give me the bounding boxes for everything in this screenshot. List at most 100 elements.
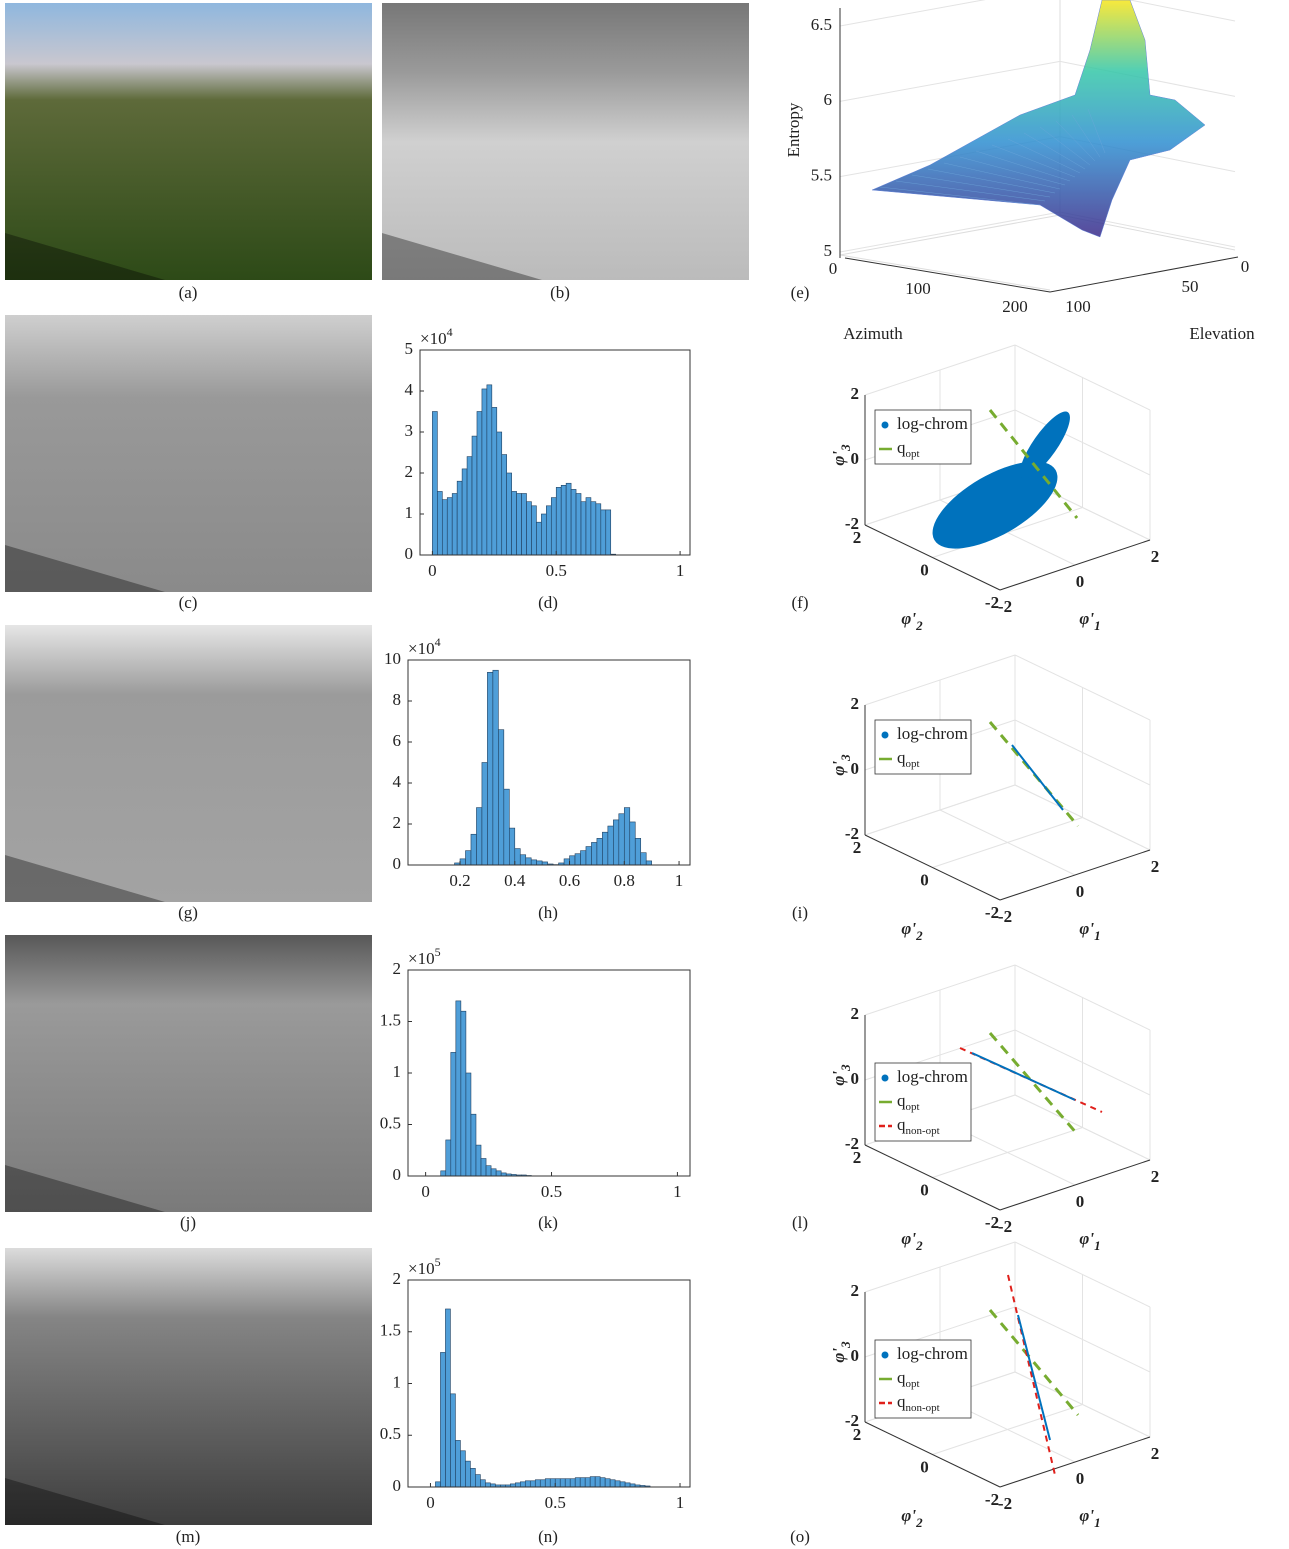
photo-shadow (5, 1165, 165, 1212)
bar (432, 411, 438, 556)
grid-line (839, 0, 986, 27)
bar (470, 1113, 477, 1177)
axis-subscript: 2 (915, 1238, 923, 1253)
y-axis (864, 1421, 1001, 1488)
bar (481, 762, 488, 866)
bar (476, 411, 483, 556)
fit-line (1007, 1274, 1056, 1476)
legend-name: q (897, 1091, 906, 1110)
legend-label: qnon-opt (897, 1115, 940, 1137)
bar (614, 1480, 621, 1488)
bar (445, 1308, 451, 1488)
point-cloud (932, 461, 1058, 549)
surface-mesh (1039, 126, 1091, 166)
x-axis (999, 1436, 1151, 1488)
y-tick-label: -2 (985, 903, 999, 922)
y-tick-label: 0 (920, 560, 929, 579)
bar (560, 484, 567, 556)
x-tick-label: 0.4 (504, 871, 526, 890)
legend-label: qnon-opt (897, 1392, 940, 1414)
z-axis-label: Entropy (784, 102, 803, 157)
offset-base: ×10 (408, 1259, 435, 1278)
y-tick-label: 0 (1241, 257, 1250, 276)
bar (460, 1450, 466, 1488)
legend-subscript: opt (906, 1378, 920, 1390)
y-tick-label: -2 (985, 1213, 999, 1232)
y-tick-label: 0.5 (380, 1424, 401, 1443)
x-tick-label: 0 (1076, 1469, 1085, 1488)
z-tick-label: 6 (824, 90, 833, 109)
bar (555, 487, 562, 556)
bar (546, 505, 552, 556)
bar (563, 858, 570, 866)
bar (526, 501, 532, 556)
legend-label: qopt (897, 1091, 920, 1113)
z-tick-label: 5.5 (811, 166, 832, 185)
x-tick-label: 0 (1076, 1192, 1085, 1211)
axis-symbol: φ' (901, 609, 916, 628)
y-tick-label: 2 (853, 838, 862, 857)
legend-name: log-chrom (897, 1067, 968, 1086)
legend-box (874, 719, 972, 775)
y-tick-label: 2 (405, 462, 414, 481)
x-tick-label: 0.5 (541, 1182, 562, 1201)
bar (466, 456, 473, 556)
axis-symbol: φ' (829, 761, 848, 776)
bar (579, 1477, 586, 1488)
z-tick-label: 2 (851, 1004, 860, 1023)
floor-edges (844, 256, 1239, 293)
x-tick-label: 1 (675, 871, 684, 890)
z-tick-label: 0 (851, 1346, 860, 1365)
photo (5, 935, 372, 1212)
legend-subscript: opt (906, 448, 920, 460)
x-axis (999, 849, 1151, 901)
legend-label: log-chrom (897, 1067, 968, 1086)
x-tick-label: 0.8 (614, 871, 635, 890)
panel-caption: (e) (791, 283, 810, 302)
bar (599, 1477, 606, 1488)
axis-label: φ'2 (901, 919, 923, 943)
bar (536, 521, 542, 556)
bar (580, 850, 587, 866)
offset-exponent: 4 (435, 635, 441, 649)
surface-mesh (975, 150, 1071, 182)
legend-box (874, 409, 972, 465)
bar (481, 388, 488, 556)
bar (530, 859, 537, 866)
y-tick-label: 50 (1182, 277, 1199, 296)
fit-line (988, 1309, 1080, 1416)
legend-marker (881, 1351, 889, 1359)
x-tick-label: 2 (1151, 857, 1160, 876)
bar (590, 501, 597, 556)
legend-name: q (897, 438, 906, 457)
y-tick-label: -2 (985, 593, 999, 612)
y-tick-label: 0 (393, 1476, 402, 1495)
axis-subscript: 3 (838, 1341, 853, 1349)
axis-label: φ'1 (1079, 1506, 1100, 1530)
bar (524, 1480, 531, 1488)
bar (596, 838, 603, 866)
axis-symbol: φ' (1079, 609, 1094, 628)
grid-line (932, 1127, 1083, 1178)
bar (607, 825, 614, 866)
bar (471, 435, 478, 556)
axis-label: φ'1 (1079, 919, 1100, 943)
panel-caption: (h) (538, 903, 558, 922)
axis-label: φ'1 (1079, 609, 1100, 633)
bar (465, 1072, 472, 1177)
bar (574, 1477, 581, 1488)
photo (5, 1248, 372, 1525)
x-tick-label: 1 (676, 561, 685, 580)
z-tick-label: 6.5 (811, 15, 832, 34)
panel-caption: (f) (792, 593, 809, 612)
axis-symbol: φ' (1079, 919, 1094, 938)
x-tick-label: -2 (998, 1494, 1012, 1513)
panel-caption: (g) (178, 903, 198, 922)
bar (455, 1440, 461, 1488)
bar (485, 1482, 491, 1488)
bar (456, 480, 463, 556)
y-tick-label: 1.5 (380, 1010, 401, 1029)
offset-text: ×105 (408, 945, 441, 968)
photo (382, 3, 749, 280)
bar (446, 497, 453, 556)
